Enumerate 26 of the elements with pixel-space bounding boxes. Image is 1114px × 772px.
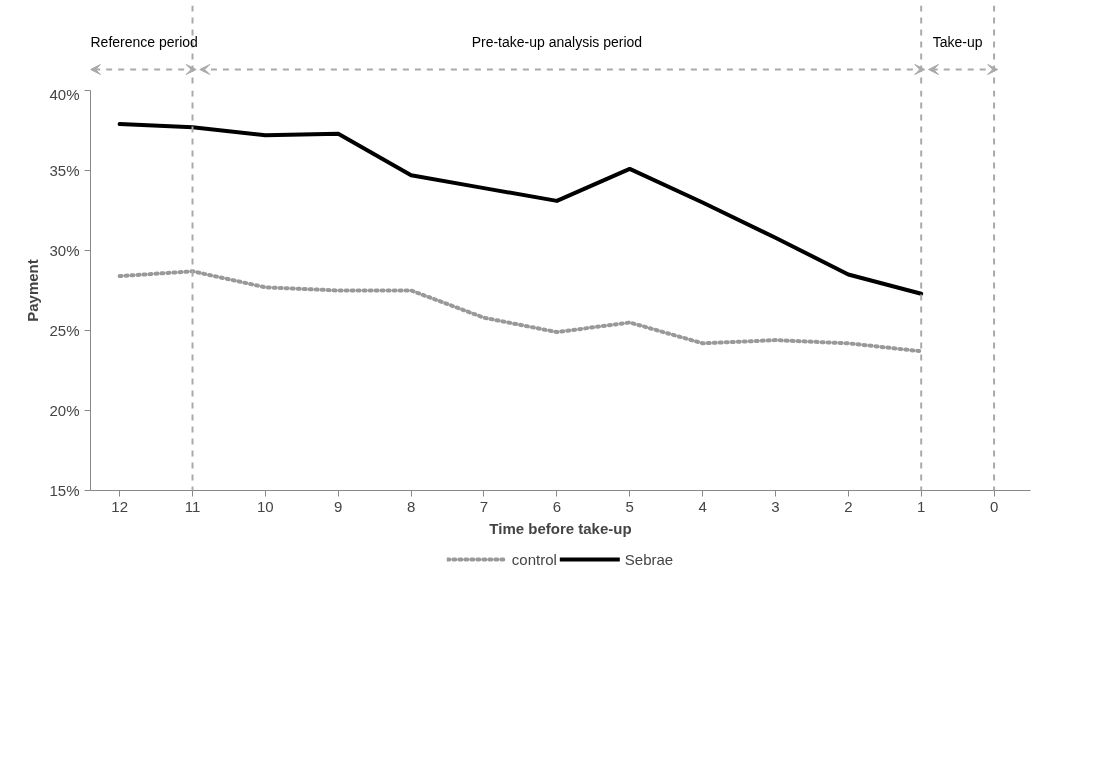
y-tick-label: 20% <box>49 402 80 419</box>
y-tick-label: 30% <box>49 242 80 259</box>
x-tick-label: 2 <box>844 497 853 515</box>
x-tick-label: 0 <box>989 497 999 515</box>
y-tick-label: 40% <box>49 85 80 103</box>
x-tick-label: 10 <box>257 497 274 515</box>
text: Take-up <box>932 33 983 50</box>
legend-label: Sebrae <box>624 550 674 568</box>
x-tick-label: 8 <box>406 497 416 515</box>
x-tick-label: 1 <box>917 497 926 515</box>
x-tick-label: 6 <box>552 497 562 515</box>
legend-label: control <box>511 550 557 568</box>
y-tick-label: 15% <box>49 482 80 499</box>
y-tick-label: 25% <box>49 322 80 339</box>
x-tick-label: 12 <box>111 497 128 515</box>
x-tick-label: 7 <box>479 497 489 515</box>
y-axis-title: Payment <box>24 259 42 322</box>
text: Reference period <box>90 33 198 50</box>
x-tick-label: 9 <box>334 497 343 515</box>
x-tick-label: 11 <box>184 497 201 515</box>
x-tick-label: 3 <box>771 497 780 515</box>
x-tick-label: 4 <box>698 497 707 515</box>
x-axis-title: Time before take-up <box>489 519 632 537</box>
text: Pre-take-up analysis period <box>471 33 643 50</box>
x-tick-label: 5 <box>625 497 634 515</box>
y-tick-label: 35% <box>49 162 80 179</box>
